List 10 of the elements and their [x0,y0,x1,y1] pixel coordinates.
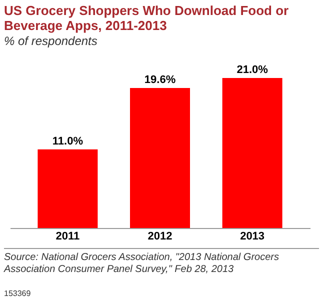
x-tick-label: 2013 [240,230,265,242]
data-label: 19.6% [144,74,176,86]
data-label: 11.0% [52,135,84,148]
x-tick-label: 2011 [56,230,80,242]
chart-subtitle: % of respondents [4,34,98,48]
text: 153369 [4,289,31,298]
data-label: 21.0% [236,64,268,76]
source-note: Source: National Grocers Association, "2013 National Grocers Association Consumer Panel Survey," Feb 28, 2013 [4,248,319,276]
chart-title: US Grocery Shoppers Who Download Food or Beverage Apps, 2011-2013 [4,3,290,33]
x-tick-label: 2012 [148,230,172,242]
